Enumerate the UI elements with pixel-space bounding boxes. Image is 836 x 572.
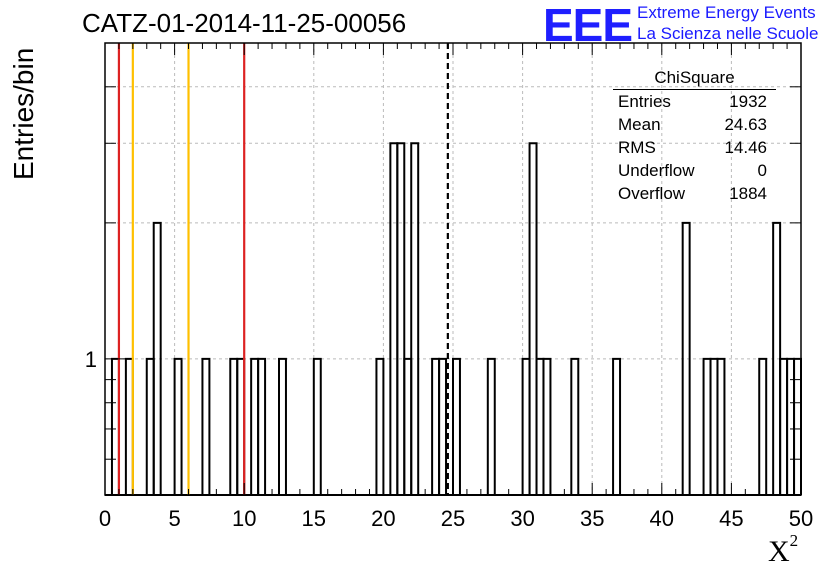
logo-line-2: La Scienza nelle Scuole — [637, 24, 819, 43]
x-tick-label: 10 — [232, 506, 256, 531]
histogram-bin — [542, 357, 552, 495]
x-tick-label: 40 — [650, 506, 674, 531]
histogram-bin — [312, 357, 322, 495]
x-tick-label: 5 — [168, 506, 180, 531]
histogram-bin — [201, 357, 211, 495]
histogram-bin — [452, 357, 461, 495]
stats-row: RMS 14.46 — [610, 136, 777, 159]
stats-row-label: RMS — [618, 138, 656, 157]
histogram-bin — [438, 357, 448, 495]
stats-row: Overflow 1884 — [610, 182, 777, 205]
histogram-bin — [389, 142, 399, 495]
stats-row-label: Underflow — [618, 161, 695, 180]
histogram-bin — [681, 221, 691, 495]
y-axis-ticks: 1 — [85, 42, 801, 496]
histogram-bin — [779, 357, 789, 495]
stats-row: Entries 1932 — [610, 90, 777, 113]
marker-lines — [117, 43, 449, 495]
histogram-bin — [570, 357, 580, 495]
stats-row-value: 24.63 — [724, 115, 767, 134]
histogram-bin — [716, 357, 726, 495]
histogram-bin — [403, 357, 413, 495]
x-tick-label: 0 — [99, 506, 111, 531]
stats-row-value: 1884 — [729, 184, 767, 203]
stats-row-label: Entries — [618, 92, 671, 111]
x-tick-label: 45 — [719, 506, 743, 531]
histogram-bin — [528, 142, 538, 495]
histogram-bin — [250, 357, 260, 495]
histogram-bin — [173, 357, 183, 495]
y-tick-label: 1 — [85, 347, 97, 372]
logo-line-1: Extreme Energy Events — [637, 3, 816, 22]
eee-logo-text: Extreme Energy Events La Scienza nelle S… — [637, 2, 818, 44]
histogram-bin — [758, 357, 768, 495]
stats-row-label: Mean — [618, 115, 661, 134]
histogram-bin — [535, 357, 545, 495]
stats-row-value: 0 — [757, 161, 767, 180]
stats-box: ChiSquare Entries 1932 Mean 24.63 RMS 14.46 Un… — [610, 67, 777, 205]
histogram-bin — [152, 221, 162, 495]
stats-row: Mean 24.63 — [610, 113, 777, 136]
stats-row-label: Overflow — [618, 184, 686, 203]
stats-rows: Entries 1932 Mean 24.63 RMS 14.46 Underflow 0 Ov… — [610, 90, 777, 205]
histogram-bin — [612, 357, 622, 495]
stats-box-title: ChiSquare — [613, 67, 776, 90]
histogram-bin — [375, 357, 385, 495]
x-tick-label: 25 — [441, 506, 465, 531]
x-axis-label-base: X — [768, 535, 790, 568]
histogram-bin — [229, 357, 239, 495]
histogram-bin — [410, 142, 420, 495]
eee-logo-mark: EEE — [543, 0, 633, 51]
histogram-bin — [521, 357, 531, 495]
histogram-bin — [396, 142, 406, 495]
x-axis-label: X2 — [768, 531, 798, 569]
x-tick-label: 30 — [510, 506, 534, 531]
histogram-bin — [709, 357, 719, 495]
x-axis-label-superscript: 2 — [789, 531, 799, 550]
histogram-bin — [431, 357, 441, 495]
histogram-bin — [278, 357, 287, 495]
x-axis-ticks: 0 5 10 15 20 25 30 35 40 45 50 — [99, 43, 813, 531]
x-tick-label: 35 — [580, 506, 604, 531]
chart-title: CATZ-01-2014-11-25-00056 — [82, 8, 407, 38]
x-tick-label: 15 — [302, 506, 326, 531]
stats-row-value: 1932 — [729, 92, 767, 111]
x-tick-label: 20 — [371, 506, 395, 531]
histogram-bin — [257, 357, 267, 495]
histogram-bin — [702, 357, 712, 495]
histogram-bin — [145, 357, 155, 495]
x-tick-label: 50 — [789, 506, 813, 531]
histogram-bin — [486, 357, 496, 495]
stats-row: Underflow 0 — [610, 159, 777, 182]
stats-row-value: 14.46 — [724, 138, 767, 157]
y-axis-label: Entries/bin — [8, 47, 39, 180]
